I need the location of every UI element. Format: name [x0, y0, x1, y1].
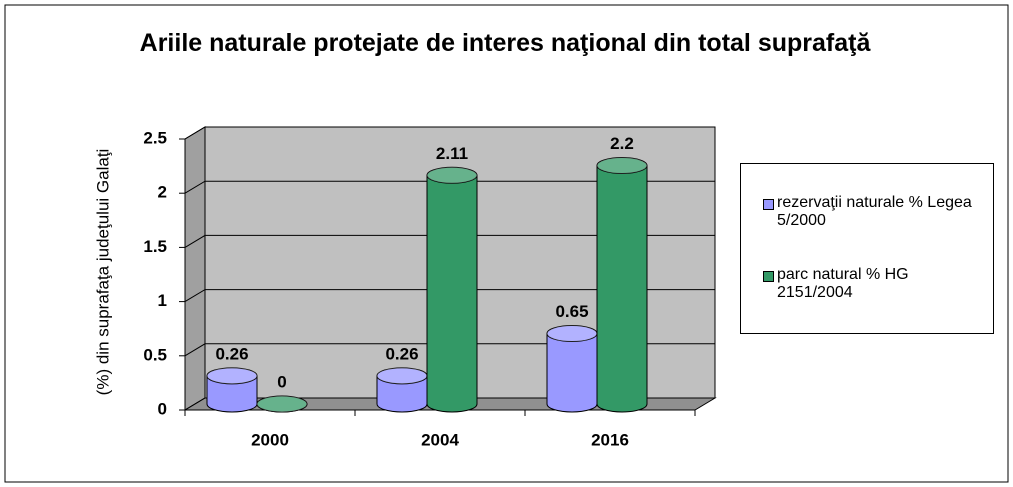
bar: [376, 367, 428, 413]
bar-outline: [206, 375, 258, 413]
bar-top-shine: [427, 167, 477, 184]
bar: [546, 325, 598, 413]
legend-swatch: [763, 199, 774, 210]
bar: [596, 157, 648, 413]
legend-label: parc natural % HG 2151/2004: [777, 266, 909, 301]
grid-line: [184, 126, 715, 140]
bar-outline: [596, 165, 648, 413]
bar-top-shine: [547, 325, 597, 342]
data-label: 2.2: [610, 134, 634, 153]
bar: [206, 367, 258, 413]
y-tick-label: 0.5: [143, 345, 167, 364]
bar: [426, 166, 478, 413]
grid-line: [184, 397, 715, 411]
y-tick-label: 2: [158, 183, 167, 202]
y-tick-label: 1: [158, 291, 167, 310]
legend-swatch: [763, 271, 774, 282]
side-wall: [184, 126, 206, 411]
bar-top: [206, 367, 258, 385]
bar-outline: [426, 175, 478, 413]
grid-line: [184, 343, 715, 357]
bar-top: [426, 166, 478, 184]
data-label: 0.65: [555, 302, 588, 321]
legend-label: rezervaţii naturale % Legea 5/2000: [777, 194, 972, 229]
bar-top-shine: [257, 396, 307, 412]
data-label: 0.26: [385, 344, 418, 363]
data-label: 0: [277, 372, 286, 391]
legend-item: rezervaţii naturale % Legea 5/2000: [763, 194, 983, 230]
bar-top: [596, 157, 648, 175]
bar-top: [256, 395, 308, 413]
legend-item: parc natural % HG 2151/2004: [763, 266, 983, 302]
bar: [256, 395, 308, 413]
chart-title: Ariile naturale protejate de interes naţ…: [139, 29, 871, 57]
bar-outline: [376, 375, 428, 413]
grid-line: [184, 289, 715, 303]
grid-line: [184, 234, 715, 248]
data-label: 2.11: [436, 144, 468, 163]
x-tick-label: 2016: [591, 430, 629, 449]
bar-outline: [546, 333, 598, 413]
grid-line: [184, 180, 715, 194]
y-tick-label: 0: [158, 399, 167, 418]
y-tick-label: 2.5: [143, 128, 167, 147]
x-tick-label: 2000: [251, 430, 289, 449]
y-axis-label: (%) din suprafaţa judeţului Galaţi: [93, 149, 112, 396]
bar-top-shine: [597, 157, 647, 174]
bar-top-shine: [207, 367, 257, 384]
x-tick-label: 2004: [421, 430, 459, 449]
bar-top-shine: [377, 367, 427, 384]
legend: rezervaţii naturale % Legea 5/2000 parc n…: [740, 163, 994, 334]
y-tick-label: 1.5: [143, 237, 167, 256]
data-label: 0.26: [215, 344, 248, 363]
